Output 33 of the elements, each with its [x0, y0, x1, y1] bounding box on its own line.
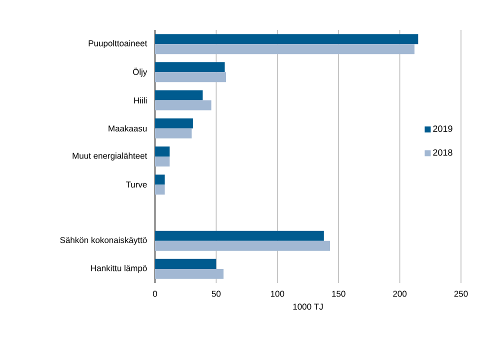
- x-axis-title: 1000 TJ: [293, 304, 323, 310]
- x-tick-label: 100: [270, 290, 284, 297]
- y-tick-label: Öljy: [132, 68, 148, 77]
- y-tick-label: Hankittu lämpö: [91, 264, 147, 273]
- y-tick-label: Sähkön kokonaiskäyttö: [60, 236, 147, 245]
- bar: [155, 174, 165, 185]
- bar: [155, 230, 324, 241]
- bar: [155, 90, 203, 100]
- legend-label: 2019: [433, 126, 452, 132]
- bar: [155, 258, 216, 269]
- bar: [155, 268, 224, 279]
- bar: [155, 146, 170, 157]
- y-tick-label: Maakaasu: [108, 125, 147, 132]
- bar: [155, 184, 165, 195]
- y-tick-label: Puupolttoaineet: [88, 40, 148, 48]
- bar: [155, 44, 414, 54]
- x-tick-label: 250: [454, 290, 468, 297]
- x-tick-label: 0: [152, 290, 158, 297]
- bar: [155, 100, 212, 110]
- bar: [155, 240, 330, 251]
- bar: [155, 118, 193, 128]
- x-tick-label: 50: [212, 290, 221, 297]
- bar: [155, 156, 170, 166]
- legend-label: 2018: [433, 149, 452, 156]
- bar: [155, 72, 226, 82]
- bar: [155, 62, 225, 72]
- x-tick-label: 150: [332, 290, 346, 297]
- y-tick-label: Hiili: [134, 97, 147, 104]
- y-tick-label: Muut energialähteet: [72, 152, 148, 160]
- bar: [155, 34, 418, 44]
- bar: [155, 128, 192, 138]
- y-tick-label: Turve: [126, 182, 147, 188]
- x-tick-label: 200: [393, 290, 407, 297]
